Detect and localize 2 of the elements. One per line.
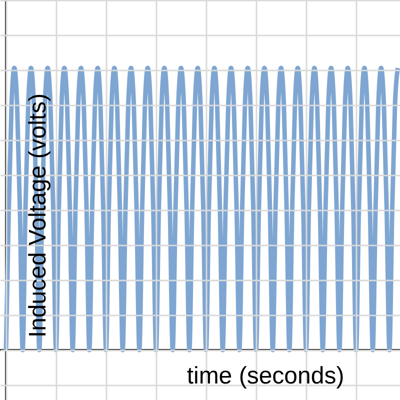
y-axis-title: Induced Voltage (volts)	[24, 93, 52, 338]
x-axis-title: time (seconds)	[186, 362, 344, 390]
